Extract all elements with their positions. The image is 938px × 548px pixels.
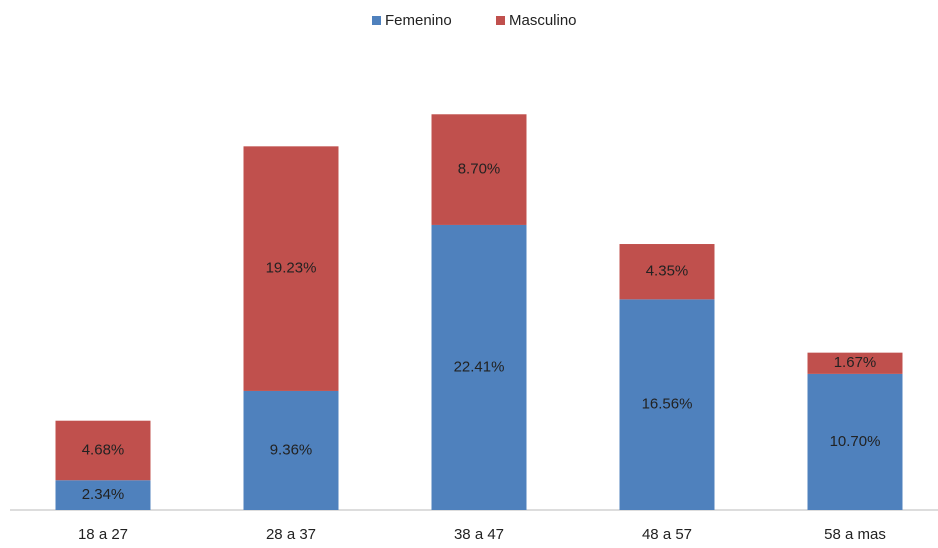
legend-swatch — [372, 16, 381, 25]
bar-segment — [807, 352, 903, 374]
value-label: 4.68% — [82, 441, 125, 458]
bar-segment — [55, 420, 151, 481]
bar-segment — [55, 480, 151, 510]
value-label: 4.35% — [646, 263, 689, 280]
value-label: 2.34% — [82, 486, 125, 503]
value-label: 10.70% — [830, 433, 881, 450]
bar-segment — [807, 373, 903, 510]
x-tick-label: 18 a 27 — [78, 526, 128, 543]
x-tick-label: 38 a 47 — [454, 526, 504, 543]
bar-segment — [243, 146, 339, 391]
bar-segment — [619, 299, 715, 510]
bar-segment — [431, 114, 527, 225]
value-label: 19.23% — [266, 260, 317, 277]
legend-swatch — [496, 16, 505, 25]
value-label: 9.36% — [270, 441, 313, 458]
legend-label: Masculino — [509, 12, 577, 29]
bar-segment — [243, 390, 339, 510]
x-tick-label: 48 a 57 — [642, 526, 692, 543]
value-label: 8.70% — [458, 161, 501, 178]
bar-segment — [619, 244, 715, 300]
x-tick-label: 28 a 37 — [266, 526, 316, 543]
legend-label: Femenino — [385, 12, 452, 29]
bar-segment — [431, 224, 527, 510]
value-label: 16.56% — [642, 396, 693, 413]
x-tick-label: 58 a mas — [824, 526, 886, 543]
value-label: 1.67% — [834, 354, 877, 371]
value-label: 22.41% — [454, 358, 505, 375]
